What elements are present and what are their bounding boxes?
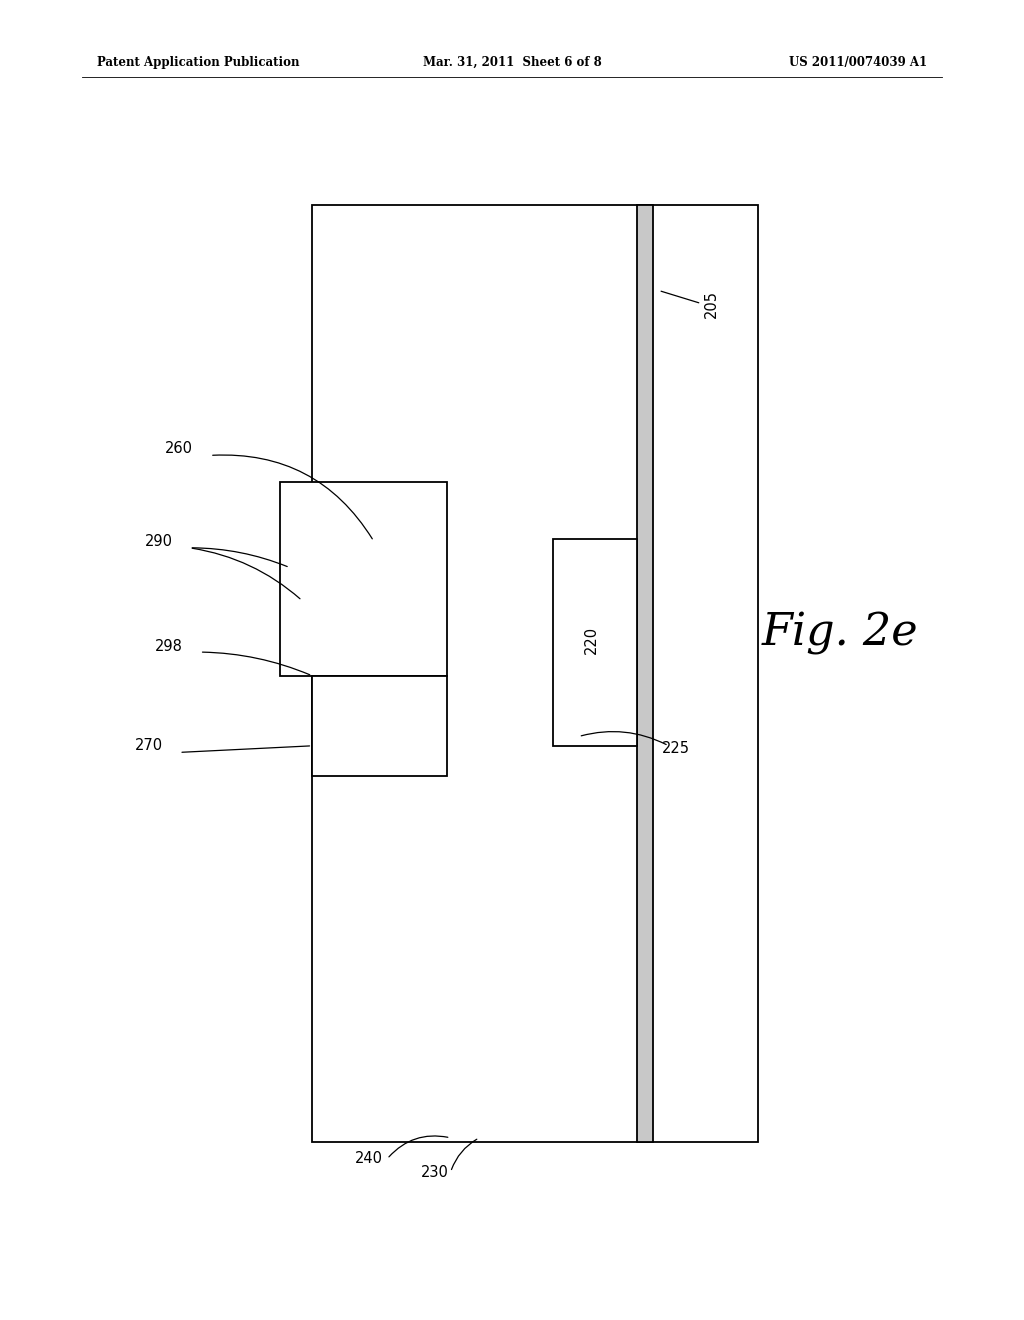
Bar [312,205,758,1142]
Text: 260: 260 [165,441,194,457]
Text: Fig. 2e: Fig. 2e [762,612,918,655]
Text: 290: 290 [144,533,173,549]
Bar [312,676,447,776]
Text: 220: 220 [585,626,599,655]
Bar [553,539,637,746]
Text: 205: 205 [705,289,719,318]
Text: US 2011/0074039 A1: US 2011/0074039 A1 [788,55,927,69]
Text: Mar. 31, 2011  Sheet 6 of 8: Mar. 31, 2011 Sheet 6 of 8 [423,55,601,69]
Text: Patent Application Publication: Patent Application Publication [97,55,300,69]
Text: 240: 240 [354,1151,383,1167]
Bar [637,205,653,1142]
Text: 298: 298 [155,639,183,655]
Text: 270: 270 [134,738,163,754]
Bar [280,482,447,676]
Text: 225: 225 [662,741,690,756]
Text: 230: 230 [421,1164,450,1180]
